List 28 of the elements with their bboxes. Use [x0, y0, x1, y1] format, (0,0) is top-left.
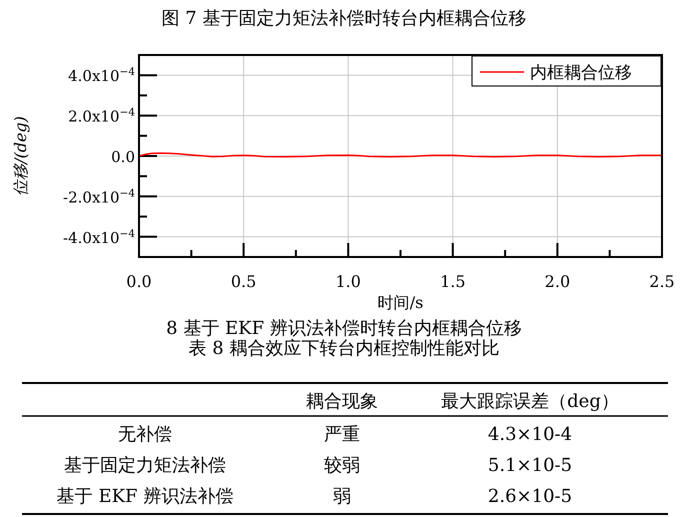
category-label: 基于固定力矩法补偿 — [64, 455, 226, 476]
text: 严重 — [324, 424, 360, 445]
y-tick-label: -4.0x10$^{−4}$ — [63, 228, 136, 247]
x-tick-label: 1.5 — [440, 272, 466, 291]
y-tick-label: 4.0x10$^{−4}$ — [68, 66, 136, 86]
text: 弱 — [333, 486, 351, 507]
x-axis-title: 时间/s — [378, 293, 424, 312]
x-tick-label: 0.0 — [126, 272, 152, 291]
y-axis-title: 位移/(deg) — [11, 116, 30, 196]
text: 8 基于 EKF 辨识法补偿时转台内框耦合位移 — [166, 318, 522, 339]
x-tick-label: 0.5 — [230, 272, 256, 291]
x-tick-label: 1.0 — [335, 272, 361, 291]
legend-label: 内框耦合位移 — [530, 63, 632, 83]
y-tick-label: -2.0x10$^{−4}$ — [63, 187, 136, 206]
category-label: 基于 EKF 辨识法补偿 — [56, 486, 234, 507]
category-label: 最大跟踪误差（deg） — [441, 391, 619, 412]
category-label: 无补偿 — [118, 424, 172, 445]
x-tick-label: 2.0 — [544, 272, 570, 291]
text: 表 8 耦合效应下转台内框控制性能对比 — [188, 338, 500, 359]
text: 4.3×10-4 — [488, 424, 572, 445]
x-tick-label: 2.5 — [649, 272, 675, 291]
text: 2.6×10-5 — [488, 486, 572, 507]
chart-title: 图 7 基于固定力矩法补偿时转台内框耦合位移 — [162, 8, 526, 29]
y-tick-label: 0.0 — [111, 148, 135, 166]
category-label: 耦合现象 — [306, 391, 378, 412]
text: 5.1×10-5 — [488, 455, 572, 476]
y-tick-label: 2.0x10$^{−4}$ — [68, 106, 136, 126]
text: 较弱 — [324, 455, 360, 476]
